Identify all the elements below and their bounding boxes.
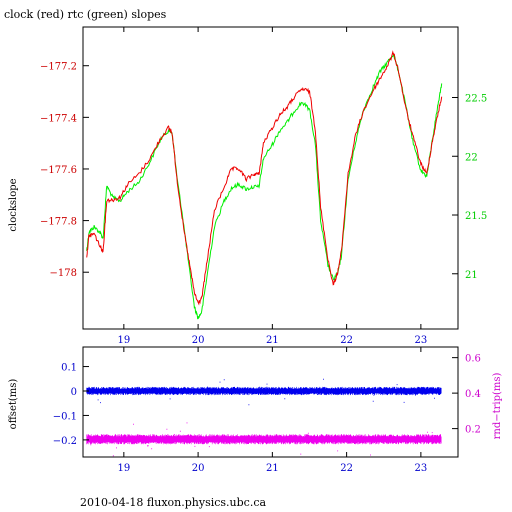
rtc-slope-line <box>86 54 443 320</box>
slopes-x-tick-label: 23 <box>415 335 428 346</box>
offset-panel: 19 20 21 22 23 −0.2 −0.1 0 0.1 0.2 0.4 0.6 offset(m… <box>8 346 503 474</box>
slopes-left-tick-label: −177.4 <box>40 113 77 124</box>
offset-series-group <box>86 378 442 457</box>
offset-left-tick-label: 0 <box>71 387 77 398</box>
offset-plot-frame <box>82 346 459 458</box>
offset-left-tick-label: 0.1 <box>61 363 77 374</box>
offset-outliers <box>97 378 435 406</box>
offset-band <box>86 386 442 396</box>
offset-y-axis-label: offset(ms) <box>8 379 19 430</box>
slopes-left-tick-label: −177.2 <box>40 62 77 73</box>
slopes-right-tick-label: 21 <box>465 270 478 281</box>
clock-slope-line <box>86 50 443 306</box>
slopes-right-tick-label: 21.5 <box>465 211 487 222</box>
roundtrip-outliers <box>88 422 433 457</box>
offset-left-tick-label: −0.1 <box>53 411 77 422</box>
offset-x-tick-label: 19 <box>117 463 130 474</box>
roundtrip-y-axis-label: rnd−trip(ms) <box>492 372 503 439</box>
slopes-axes: 19 20 21 22 23 −178 −177.8 −177.6 −177.4 −177.2 21… <box>40 27 487 346</box>
slopes-plot-frame <box>82 26 459 330</box>
slopes-series-group <box>86 50 443 320</box>
offset-left-tick-label: −0.2 <box>53 436 77 447</box>
roundtrip-right-tick-label: 0.2 <box>465 425 481 436</box>
slopes-y-axis-label: clockslope <box>8 178 19 231</box>
chart-title: clock (red) rtc (green) slopes <box>4 8 167 21</box>
slopes-x-tick-label: 19 <box>117 335 130 346</box>
roundtrip-right-tick-label: 0.4 <box>465 389 481 400</box>
slopes-left-tick-label: −177.6 <box>40 165 77 176</box>
slopes-x-tick-label: 20 <box>192 335 205 346</box>
offset-x-tick-label: 23 <box>415 463 428 474</box>
offset-x-tick-label: 21 <box>266 463 279 474</box>
slopes-left-tick-label: −177.8 <box>40 217 77 228</box>
slopes-left-tick-label: −178 <box>50 268 77 279</box>
slopes-right-tick-label: 22.5 <box>465 94 487 105</box>
footer-caption: 2010-04-18 fluxon.physics.ubc.ca <box>80 496 266 509</box>
roundtrip-band <box>86 434 442 445</box>
offset-axes: 19 20 21 22 23 −0.2 −0.1 0 0.1 0.2 0.4 0.6 <box>53 347 481 474</box>
offset-x-tick-label: 22 <box>340 463 353 474</box>
slopes-x-tick-label: 21 <box>266 335 279 346</box>
slopes-panel: 19 20 21 22 23 −178 −177.8 −177.6 −177.4 −177.2 21… <box>8 26 487 346</box>
roundtrip-right-tick-label: 0.6 <box>465 354 481 365</box>
slopes-right-tick-label: 22 <box>465 152 478 163</box>
offset-x-tick-label: 20 <box>192 463 205 474</box>
slopes-x-tick-label: 22 <box>340 335 353 346</box>
